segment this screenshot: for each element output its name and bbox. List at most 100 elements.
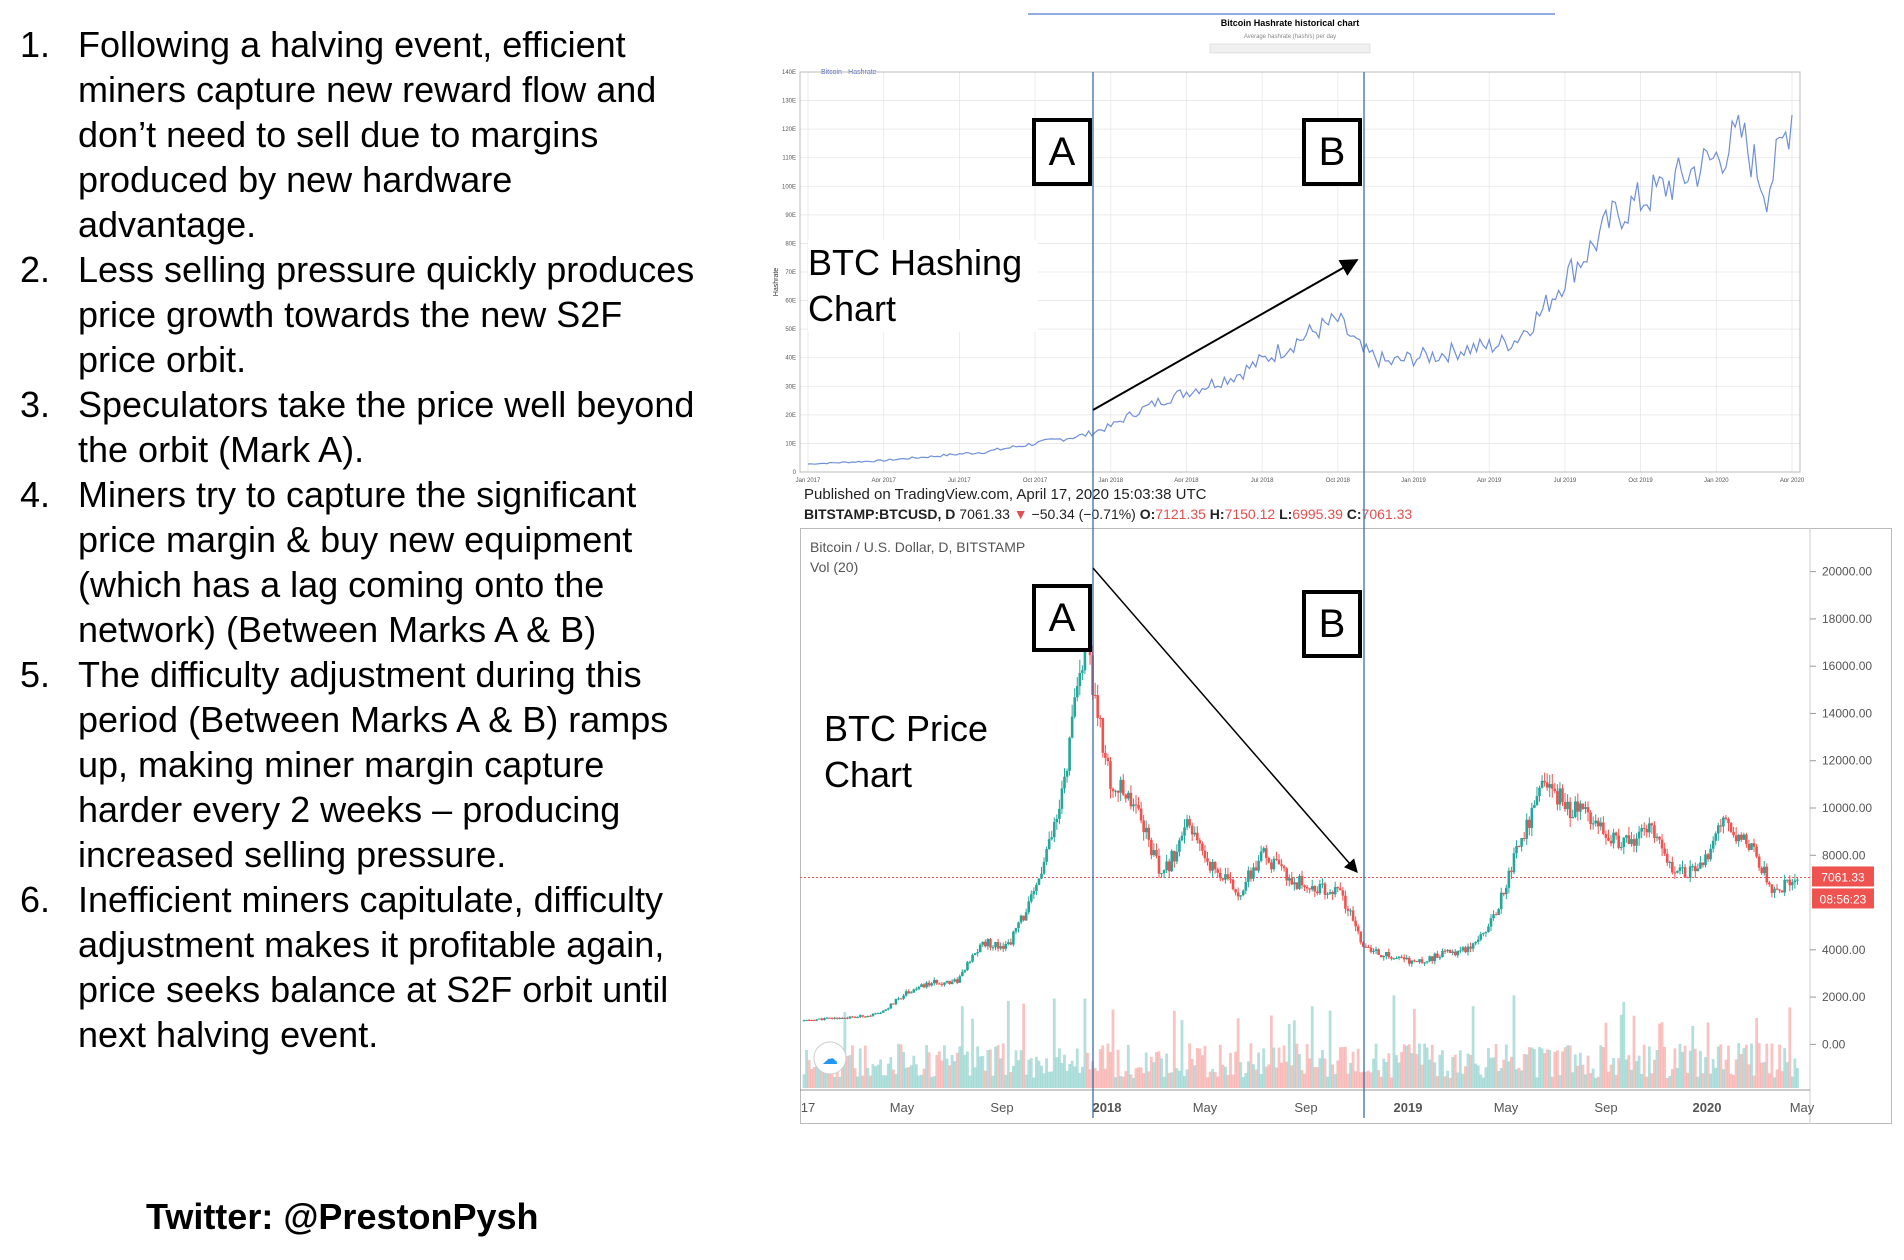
volume-bar [1619, 1014, 1623, 1088]
up-candle [858, 1015, 862, 1018]
hash-x-tick-label: Jul 2018 [1251, 478, 1274, 482]
volume-bar [1655, 1049, 1659, 1088]
ticker-high: 7150.12 [1224, 506, 1276, 522]
up-candle [1060, 788, 1064, 809]
volume-bar [1004, 1074, 1008, 1088]
volume-bar [1017, 1060, 1020, 1088]
up-candle [1029, 894, 1033, 902]
volume-bar [1193, 1065, 1197, 1088]
volume-bar [1622, 1001, 1626, 1088]
up-candle [1175, 851, 1179, 862]
up-candle [1178, 840, 1181, 852]
volume-bar [1295, 1043, 1299, 1088]
volume-bar [1218, 1044, 1222, 1088]
up-candle [1492, 914, 1495, 919]
down-candle [1658, 836, 1661, 840]
volume-bar [853, 1068, 857, 1088]
up-candle [1045, 849, 1048, 862]
down-candle [1275, 858, 1278, 860]
down-candle [1369, 947, 1373, 952]
steps-list: 1. Following a halving event, efficient m… [20, 22, 700, 1057]
down-candle [1732, 831, 1735, 836]
down-candle [1464, 947, 1467, 953]
volume-bar [1178, 1070, 1181, 1088]
volume-bar [1517, 1067, 1521, 1088]
volume-bar [1658, 1023, 1661, 1088]
volume-bar [1719, 1044, 1723, 1088]
volume-bar [950, 1055, 954, 1088]
up-candle [971, 954, 974, 962]
up-candle [1132, 804, 1135, 807]
volume-bar [1548, 1049, 1552, 1088]
volume-bar [909, 1065, 913, 1088]
price-x-tick-label: May [1494, 1100, 1519, 1115]
volume-bar [1395, 1055, 1398, 1088]
up-candle [950, 981, 954, 984]
volume-bar [1338, 1047, 1342, 1088]
volume-bar [1545, 1049, 1549, 1088]
up-candle [1070, 716, 1074, 738]
volume-bar [1052, 998, 1056, 1088]
up-candle [1037, 878, 1041, 885]
up-candle [1425, 961, 1429, 963]
volume-bar [891, 1069, 895, 1088]
volume-bar [989, 1049, 992, 1088]
volume-bar [1392, 995, 1396, 1088]
down-candle [1510, 870, 1513, 873]
up-candle [1538, 787, 1541, 797]
down-candle [1632, 839, 1636, 846]
volume-bar [1561, 1051, 1564, 1088]
up-candle [1630, 839, 1633, 844]
volume-bar [1665, 1077, 1669, 1088]
up-candle [843, 1017, 847, 1019]
volume-bar [904, 1067, 908, 1088]
ticker-h-label: H: [1209, 506, 1225, 522]
volume-bar [1149, 1056, 1153, 1088]
volume-bar [1589, 1073, 1592, 1088]
up-candle [1410, 960, 1414, 964]
down-candle [1390, 957, 1393, 959]
volume-bar [1604, 1022, 1608, 1088]
up-candle [958, 976, 962, 983]
down-candle [1091, 655, 1094, 695]
down-arrow-icon: ▼ [1013, 506, 1028, 522]
tradingview-cloud-icon[interactable] [813, 1041, 847, 1075]
down-candle [1663, 848, 1666, 854]
hash-y-tick-label: 140E [782, 70, 796, 76]
volume-bar [1678, 1043, 1682, 1088]
volume-bar [1132, 1077, 1135, 1088]
hash-x-tick-label: Apr 2020 [1780, 478, 1805, 482]
volume-bar [1213, 1071, 1217, 1088]
step-text: Speculators take the price well beyond t… [78, 384, 695, 470]
up-candle [876, 1013, 880, 1015]
volume-bar [1709, 1073, 1713, 1088]
down-candle [1213, 861, 1217, 870]
hash-y-tick-label: 50E [785, 327, 796, 333]
volume-bar [937, 1051, 941, 1088]
volume-bar [1632, 1015, 1636, 1088]
volume-bar [914, 1064, 918, 1088]
down-candle [1755, 846, 1758, 857]
up-candle [1622, 837, 1626, 848]
volume-bar [927, 1052, 931, 1088]
volume-bar [1277, 1047, 1281, 1088]
volume-bar [1453, 1054, 1457, 1088]
volume-bar [1504, 1044, 1508, 1088]
volume-bar [1313, 1066, 1317, 1088]
volume-bar [1476, 1065, 1480, 1088]
down-candle [1344, 895, 1347, 909]
volume-bar [1474, 1063, 1478, 1088]
down-candle [1129, 792, 1133, 807]
down-candle [1106, 757, 1110, 762]
down-candle [1022, 915, 1025, 921]
down-candle [1379, 954, 1383, 958]
up-candle [823, 1018, 826, 1021]
price-tags: 7061.33 08:56:23 [1812, 866, 1874, 909]
hash-x-tick-label: Oct 2017 [1023, 478, 1048, 482]
down-candle [1361, 942, 1365, 947]
volume-bar [1484, 1067, 1488, 1088]
volume-bar [1691, 1025, 1695, 1088]
price-x-tick-label: 17 [801, 1100, 815, 1115]
up-candle [1333, 887, 1337, 895]
volume-bar [1285, 1061, 1289, 1088]
